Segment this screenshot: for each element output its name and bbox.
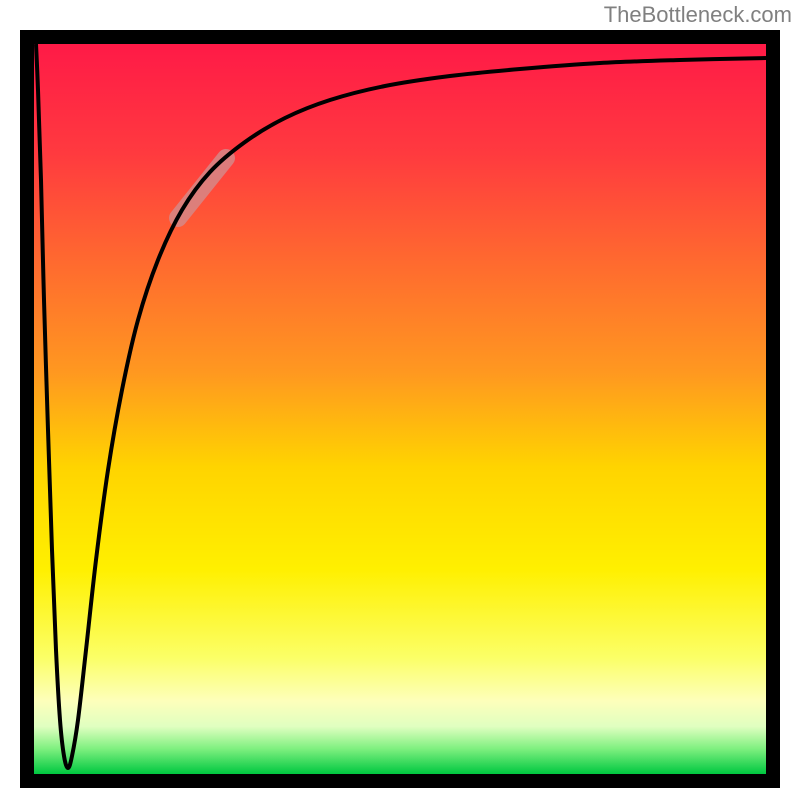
watermark-text: TheBottleneck.com [604,2,792,28]
gradient-background [34,44,766,774]
chart-container: TheBottleneck.com [0,0,800,800]
bottleneck-curve-chart [0,0,800,800]
